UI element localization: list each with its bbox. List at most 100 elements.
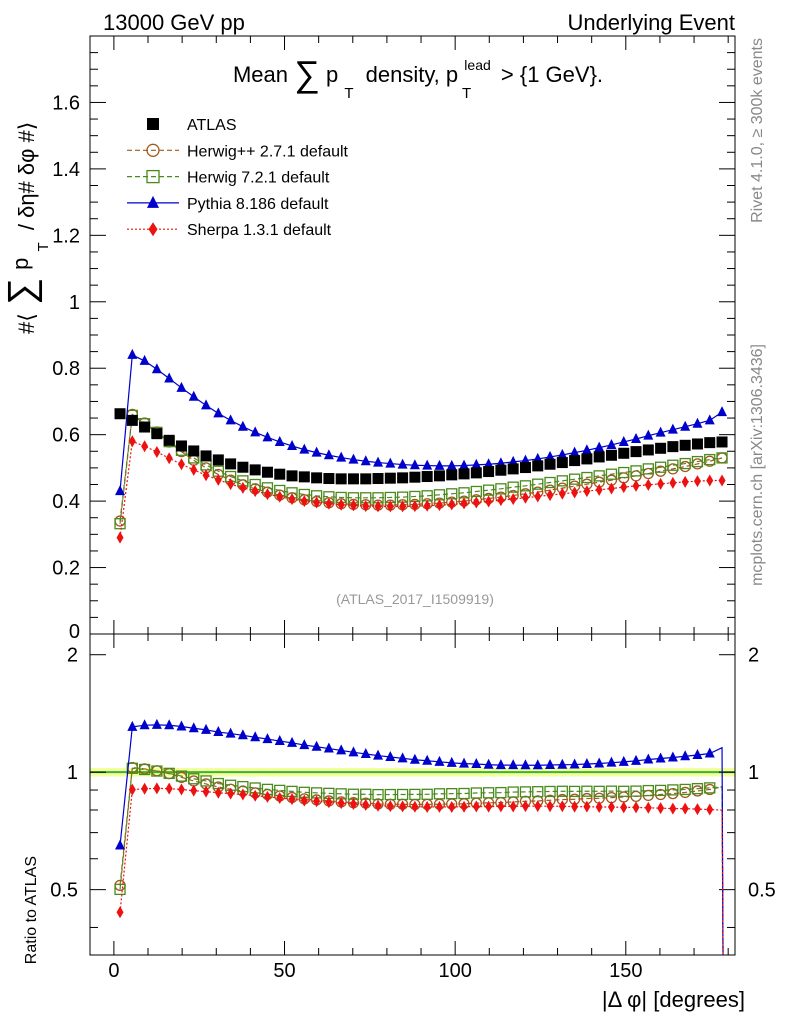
y-tick-label: 0.8 [52, 358, 80, 380]
point-sherpa-1-3-1-default [583, 485, 591, 498]
point-sherpa-1-3-1-default [509, 493, 517, 506]
ratio-point-herwig-7-2-1-default [188, 773, 200, 785]
point-sherpa-1-3-1-default [669, 476, 677, 489]
point-sherpa-1-3-1-default [325, 497, 333, 510]
point-herwig-7-2-1-default [716, 452, 728, 464]
point-pythia-8-186-default [471, 458, 482, 469]
point-sherpa-1-3-1-default [202, 469, 210, 482]
title-sigma: ∑ [294, 53, 320, 94]
point-atlas [704, 437, 716, 449]
point-sherpa-1-3-1-default [141, 440, 149, 453]
header-left-label: 13000 GeV pp [103, 10, 245, 35]
ratio-point-pythia-8-186-default [569, 758, 580, 769]
point-herwig-7-2-1-default [532, 478, 544, 490]
ratio-point-pythia-8-186-default [581, 758, 592, 769]
point-sherpa-1-3-1-default [128, 435, 136, 448]
point-pythia-8-186-default [225, 414, 236, 425]
ratio-point-herwig-7-2-1-default [409, 788, 421, 801]
point-atlas [335, 473, 347, 485]
y-tick-label: 1 [69, 292, 80, 314]
ratio-point-sherpa-1-3-1-default [177, 783, 185, 796]
point-pythia-8-186-default [373, 456, 384, 467]
ratio-point-herwig-7-2-1-default [654, 784, 667, 797]
ratio-y-tick-label-right: 2 [748, 645, 759, 667]
ratio-point-pythia-8-186-default [704, 747, 715, 758]
ratio-point-pythia-8-186-default [446, 756, 457, 767]
ratio-point-sherpa-1-3-1-default [386, 800, 394, 813]
legend: ATLAS Herwig++ 2.7.1 default Herwig 7.2.1 … [127, 117, 349, 239]
point-atlas [667, 441, 679, 453]
reference-label: (ATLAS_2017_I1509919) [336, 591, 494, 607]
point-atlas [655, 442, 667, 454]
ratio-point-sherpa-1-3-1-default [472, 800, 480, 813]
point-herwig-7-2-1-default [618, 466, 630, 479]
point-sherpa-1-3-1-default [460, 497, 468, 510]
point-pythia-8-186-default [680, 420, 691, 431]
point-pythia-8-186-default [201, 399, 212, 410]
point-atlas [421, 471, 433, 483]
ratio-point-sherpa-1-3-1-default [300, 794, 308, 807]
ratio-point-pythia-8-186-default [422, 754, 433, 765]
point-pythia-8-186-default [459, 459, 470, 470]
ratio-point-herwig-7-2-1-default [556, 785, 568, 797]
point-pythia-8-186-default [213, 407, 224, 418]
point-atlas [495, 464, 507, 476]
point-pythia-8-186-default [557, 448, 568, 459]
ratio-point-pythia-8-186-default [348, 746, 359, 757]
point-atlas [605, 449, 617, 461]
ratio-point-herwig-7-2-1-default [372, 788, 384, 801]
y-axis-label: #⟨ ∑ p T / δη# δφ #⟩ [1, 122, 53, 334]
point-sherpa-1-3-1-default [362, 500, 370, 513]
point-pythia-8-186-default [409, 459, 420, 470]
ratio-point-herwig-7-2-1-default [495, 786, 507, 799]
point-atlas [311, 472, 323, 484]
point-sherpa-1-3-1-default [681, 475, 689, 488]
point-sherpa-1-3-1-default [497, 494, 505, 507]
y-axis-label-rest: / δη# δφ #⟩ [14, 122, 39, 231]
title-density: density, [366, 62, 440, 87]
mcplots-side-label: mcplots.cern.ch [arXiv:1306.3436] [749, 344, 766, 586]
ratio-point-pythia-8-186-default [274, 735, 285, 746]
point-sherpa-1-3-1-default [411, 500, 419, 513]
point-sherpa-1-3-1-default [276, 490, 284, 503]
ratio-point-herwig-7-2-1-default [482, 787, 495, 799]
point-pythia-8-186-default [139, 354, 150, 365]
point-sherpa-1-3-1-default [644, 478, 652, 491]
x-axis-label: |Δ φ| [degrees] [602, 987, 745, 1012]
point-sherpa-1-3-1-default [632, 479, 640, 492]
title-gt: > {1 GeV}. [501, 62, 603, 87]
series-line-herwig-7-2-1-default [119, 414, 723, 524]
main-axes: 0.2 0.4 0.6 0.8 1 1.2 1.4 1.6 0 [52, 35, 736, 648]
ratio-point-pythia-8-186-default [606, 756, 617, 767]
point-sherpa-1-3-1-default [620, 481, 628, 494]
ratio-point-herwig-7-2-1-default [446, 787, 458, 800]
ratio-y-tick-label: 0.5 [50, 880, 78, 902]
ratio-point-sherpa-1-3-1-default [411, 800, 419, 813]
x-tick-label: 150 [609, 960, 642, 982]
y-axis-label-sigma: ∑ [1, 278, 43, 305]
point-sherpa-1-3-1-default [227, 478, 235, 491]
series-line-herwig-2-7-1-default [119, 413, 723, 522]
point-atlas [618, 447, 630, 459]
point-pythia-8-186-default [262, 431, 273, 442]
ratio-point-herwig-7-2-1-default [581, 785, 593, 797]
ratio-point-pythia-8-186-default [409, 753, 420, 764]
ratio-point-pythia-8-186-default [594, 757, 605, 768]
point-herwig-7-2-1-default [642, 463, 654, 475]
ratio-point-sherpa-1-3-1-default [374, 799, 382, 812]
ratio-point-herwig-7-2-1-default [396, 788, 409, 801]
point-sherpa-1-3-1-default [349, 499, 357, 512]
ratio-point-sherpa-1-3-1-default [706, 803, 714, 816]
ratio-point-pythia-8-186-default [483, 758, 494, 769]
point-pythia-8-186-default [287, 439, 298, 450]
point-pythia-8-186-default [692, 417, 703, 428]
ratio-point-sherpa-1-3-1-default [239, 788, 247, 801]
ratio-point-pythia-8-186-default [201, 723, 212, 734]
point-pythia-8-186-default [545, 450, 556, 461]
main-series [114, 348, 728, 544]
ratio-point-sherpa-1-3-1-default [607, 801, 615, 814]
point-pythia-8-186-default [188, 390, 199, 401]
point-pythia-8-186-default [274, 435, 285, 446]
point-sherpa-1-3-1-default [485, 495, 493, 508]
ratio-point-herwig-7-2-1-default [618, 785, 630, 797]
